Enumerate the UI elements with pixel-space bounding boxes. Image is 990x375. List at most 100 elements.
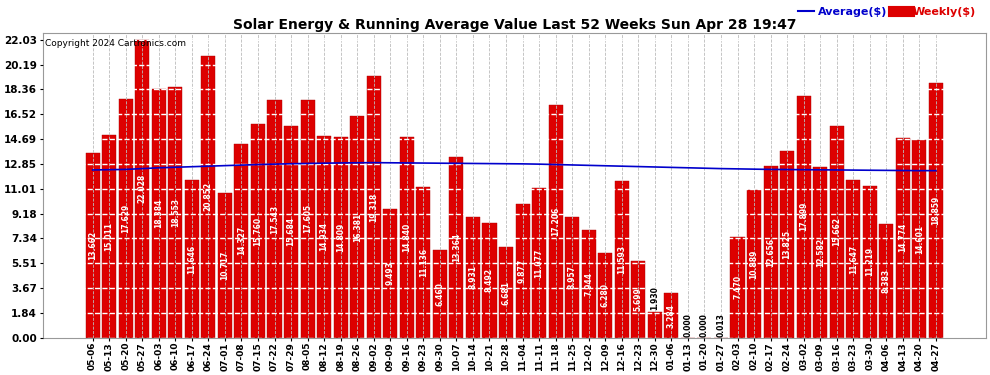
Text: 15.662: 15.662	[833, 217, 841, 246]
Text: 14.934: 14.934	[320, 222, 329, 251]
Bar	[532, 188, 546, 338]
Text: 5.699: 5.699	[634, 287, 643, 311]
Text: 18.553: 18.553	[171, 198, 180, 227]
Bar	[417, 187, 431, 338]
Bar	[250, 124, 265, 338]
Bar	[433, 251, 446, 338]
Text: 14.601: 14.601	[915, 224, 924, 254]
Bar	[615, 181, 629, 338]
Text: 9.877: 9.877	[518, 259, 527, 283]
Text: 0.000: 0.000	[700, 313, 709, 337]
Text: 13.364: 13.364	[451, 233, 461, 262]
Text: 6.681: 6.681	[502, 280, 511, 304]
Bar	[350, 116, 364, 338]
Bar	[582, 230, 596, 338]
Bar	[731, 237, 744, 338]
Bar	[516, 204, 530, 338]
Text: 11.219: 11.219	[865, 247, 874, 276]
Bar	[780, 151, 794, 338]
Bar	[284, 126, 298, 338]
Text: 19.318: 19.318	[369, 192, 378, 222]
Text: 15.011: 15.011	[105, 222, 114, 251]
Bar	[664, 293, 678, 338]
Text: 6.460: 6.460	[436, 282, 445, 306]
Text: 0.013: 0.013	[717, 313, 726, 337]
Text: 17.899: 17.899	[799, 202, 808, 231]
Bar	[201, 56, 216, 338]
Text: 13.825: 13.825	[783, 230, 792, 259]
Text: 11.647: 11.647	[848, 244, 857, 274]
Text: 15.684: 15.684	[286, 217, 296, 246]
Text: 14.327: 14.327	[237, 226, 246, 255]
Text: 8.931: 8.931	[468, 266, 477, 290]
Bar	[913, 140, 927, 338]
Bar	[813, 168, 828, 338]
Text: 8.957: 8.957	[567, 265, 576, 289]
Text: 17.206: 17.206	[551, 207, 560, 236]
Bar	[235, 144, 248, 338]
Bar	[185, 180, 199, 338]
Text: 17.629: 17.629	[121, 204, 131, 233]
Bar	[846, 180, 860, 338]
Text: 11.077: 11.077	[535, 248, 544, 278]
Text: 7.470: 7.470	[733, 275, 742, 299]
Text: 17.605: 17.605	[303, 204, 312, 233]
Bar	[466, 217, 480, 338]
Text: 16.381: 16.381	[352, 212, 361, 242]
Text: 17.543: 17.543	[270, 204, 279, 234]
Bar	[797, 96, 811, 338]
Bar	[267, 100, 281, 338]
Text: 0.000: 0.000	[683, 313, 692, 337]
Text: 11.136: 11.136	[419, 248, 428, 277]
Bar	[929, 82, 942, 338]
Text: 12.656: 12.656	[766, 238, 775, 267]
Text: Copyright 2024 Cartronics.com: Copyright 2024 Cartronics.com	[45, 39, 185, 48]
Text: 11.593: 11.593	[617, 245, 627, 274]
Bar	[896, 138, 910, 338]
Text: 15.760: 15.760	[253, 217, 262, 246]
Text: 13.662: 13.662	[88, 231, 97, 260]
Text: 14.774: 14.774	[898, 223, 908, 252]
Bar	[136, 40, 149, 338]
Text: 20.852: 20.852	[204, 182, 213, 211]
Bar	[400, 137, 414, 338]
Text: 18.384: 18.384	[154, 199, 163, 228]
Bar	[598, 253, 612, 338]
Text: 1.930: 1.930	[650, 286, 659, 310]
Bar	[879, 224, 893, 338]
Bar	[317, 136, 331, 338]
Bar	[301, 99, 315, 338]
Bar	[647, 312, 662, 338]
Text: 8.492: 8.492	[485, 268, 494, 292]
Bar	[366, 76, 381, 338]
Bar	[449, 157, 463, 338]
Bar	[830, 126, 843, 338]
Text: 9.493: 9.493	[386, 262, 395, 285]
Bar	[499, 248, 513, 338]
Text: 3.284: 3.284	[667, 304, 676, 328]
Text: 10.717: 10.717	[221, 251, 230, 280]
Text: 8.383: 8.383	[882, 269, 891, 293]
Bar	[548, 105, 562, 338]
Text: 18.859: 18.859	[932, 195, 940, 225]
Text: 12.582: 12.582	[816, 238, 825, 267]
Text: 14.809: 14.809	[337, 223, 346, 252]
Text: 7.944: 7.944	[584, 272, 593, 296]
Legend: Average($), Weekly($): Average($), Weekly($)	[793, 2, 980, 21]
Text: 11.646: 11.646	[187, 244, 196, 273]
Bar	[862, 186, 877, 338]
Bar	[747, 190, 761, 338]
Bar	[482, 223, 497, 338]
Title: Solar Energy & Running Average Value Last 52 Weeks Sun Apr 28 19:47: Solar Energy & Running Average Value Las…	[233, 18, 796, 32]
Bar	[218, 193, 232, 338]
Bar	[334, 137, 347, 338]
Bar	[383, 209, 397, 338]
Text: 6.280: 6.280	[601, 283, 610, 307]
Bar	[763, 166, 777, 338]
Bar	[168, 87, 182, 338]
Bar	[102, 135, 116, 338]
Bar	[119, 99, 133, 338]
Text: 22.028: 22.028	[138, 174, 147, 203]
Text: 14.840: 14.840	[402, 223, 411, 252]
Bar	[85, 153, 100, 338]
